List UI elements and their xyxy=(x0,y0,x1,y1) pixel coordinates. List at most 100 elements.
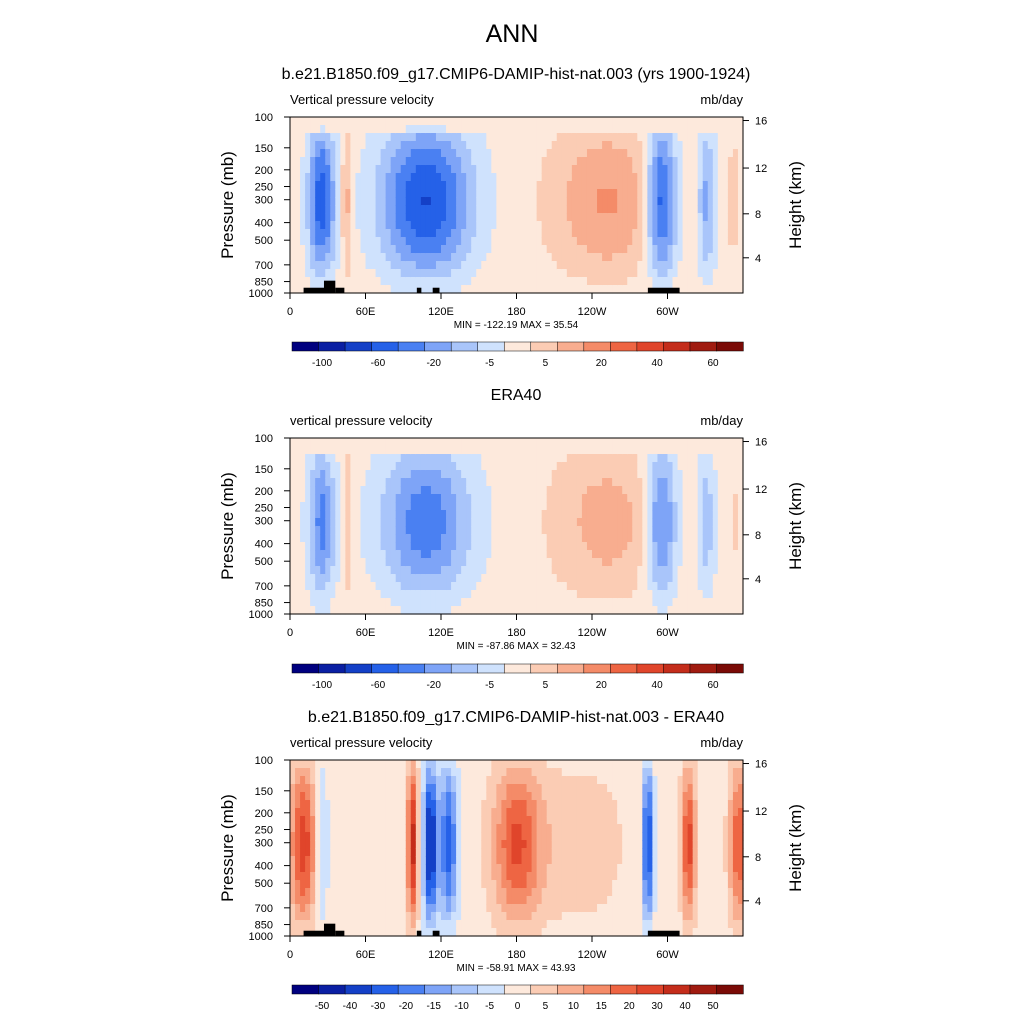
heatmap-cell xyxy=(556,598,563,607)
heatmap-cell xyxy=(466,832,472,841)
heatmap-cell xyxy=(466,928,472,937)
heatmap-cell xyxy=(566,149,573,158)
heatmap-cell xyxy=(687,197,694,206)
heatmap-cell xyxy=(612,125,618,134)
heatmap-cell xyxy=(385,872,392,881)
colorbar-box xyxy=(397,341,426,352)
heatmap-cell xyxy=(435,189,442,198)
heatmap-cell xyxy=(350,253,357,262)
heatmap-cell xyxy=(697,229,704,238)
heatmap-cell xyxy=(325,165,331,174)
heatmap-cell xyxy=(441,582,447,591)
heatmap-cell xyxy=(385,526,392,535)
heatmap-cell xyxy=(410,197,417,206)
heatmap-cell xyxy=(410,285,417,294)
heatmap-cell xyxy=(632,197,638,206)
heatmap-cell xyxy=(531,566,538,575)
heatmap-cell xyxy=(435,550,442,559)
heatmap-cell xyxy=(400,205,407,214)
heatmap-cell xyxy=(295,438,301,447)
heatmap-cell xyxy=(405,768,412,777)
heatmap-cell xyxy=(476,253,482,262)
heatmap-cell xyxy=(571,486,578,495)
heatmap-cell xyxy=(476,542,482,551)
heatmap-cell xyxy=(410,872,417,881)
heatmap-cell xyxy=(305,462,311,471)
heatmap-cell xyxy=(390,864,397,873)
heatmap-cell xyxy=(571,189,578,198)
heatmap-cell xyxy=(702,494,709,503)
heatmap-cell xyxy=(727,486,734,495)
heatmap-cell xyxy=(340,253,346,262)
heatmap-cell xyxy=(476,141,482,150)
heatmap-cell xyxy=(355,189,362,198)
heatmap-cell xyxy=(410,446,417,455)
heatmap-cell xyxy=(662,261,669,270)
heatmap-cell xyxy=(415,213,422,222)
heatmap-cell xyxy=(717,462,724,471)
heatmap-cell xyxy=(486,518,492,527)
heatmap-cell xyxy=(380,526,387,535)
heatmap-cell xyxy=(717,486,724,495)
heatmap-cell xyxy=(420,157,427,166)
heatmap-cell xyxy=(677,558,684,567)
heatmap-cell xyxy=(717,277,724,286)
heatmap-cell xyxy=(305,590,311,599)
heatmap-cell xyxy=(637,518,643,527)
heatmap-cell xyxy=(471,558,477,567)
heatmap-cell xyxy=(677,590,684,599)
heatmap-cell xyxy=(717,189,724,198)
heatmap-cell xyxy=(672,269,679,278)
heatmap-cell xyxy=(486,864,492,873)
heatmap-cell xyxy=(441,518,447,527)
heatmap-cell xyxy=(340,832,346,841)
heatmap-cell xyxy=(380,566,387,575)
heatmap-cell xyxy=(561,574,568,583)
heatmap-cell xyxy=(335,181,341,190)
heatmap-cell xyxy=(461,269,467,278)
heatmap-cell xyxy=(672,237,679,246)
heatmap-cell xyxy=(300,229,306,238)
heatmap-cell xyxy=(652,261,659,270)
heatmap-cell xyxy=(727,141,734,150)
heatmap-cell xyxy=(737,165,744,174)
heatmap-cell xyxy=(350,800,357,809)
heatmap-cell xyxy=(441,840,447,849)
heatmap-cell xyxy=(415,117,422,126)
heatmap-cell xyxy=(395,229,402,238)
heatmap-cell xyxy=(551,454,558,463)
heatmap-cell xyxy=(380,213,387,222)
heatmap-cell xyxy=(707,478,714,487)
heatmap-cell xyxy=(420,566,427,575)
heatmap-cell xyxy=(360,261,367,270)
heatmap-cell xyxy=(295,848,301,857)
heatmap-cell xyxy=(471,526,477,535)
heatmap-cell xyxy=(355,165,362,174)
heatmap-cell xyxy=(305,245,311,254)
heatmap-cell xyxy=(300,141,306,150)
heatmap-cell xyxy=(380,582,387,591)
heatmap-cell xyxy=(627,117,633,126)
heatmap-cell xyxy=(415,173,422,182)
heatmap-cell xyxy=(325,117,331,126)
heatmap-cell xyxy=(295,606,301,615)
heatmap-cell xyxy=(385,133,392,142)
heatmap-cell xyxy=(466,792,472,801)
heatmap-cell xyxy=(355,285,362,294)
heatmap-cell xyxy=(456,832,462,841)
heatmap-cell xyxy=(672,526,679,535)
heatmap-cell xyxy=(496,438,502,447)
heatmap-cell xyxy=(576,478,583,487)
heatmap-cell xyxy=(501,606,508,615)
heatmap-cell xyxy=(717,590,724,599)
heatmap-cell xyxy=(622,213,628,222)
heatmap-cell xyxy=(355,534,362,543)
heatmap-cell xyxy=(722,181,729,190)
heatmap-cell xyxy=(380,149,387,158)
heatmap-cell xyxy=(486,872,492,881)
heatmap-cell xyxy=(420,872,427,881)
heatmap-cell xyxy=(320,582,326,591)
heatmap-cell xyxy=(385,518,392,527)
heatmap-cell xyxy=(717,534,724,543)
